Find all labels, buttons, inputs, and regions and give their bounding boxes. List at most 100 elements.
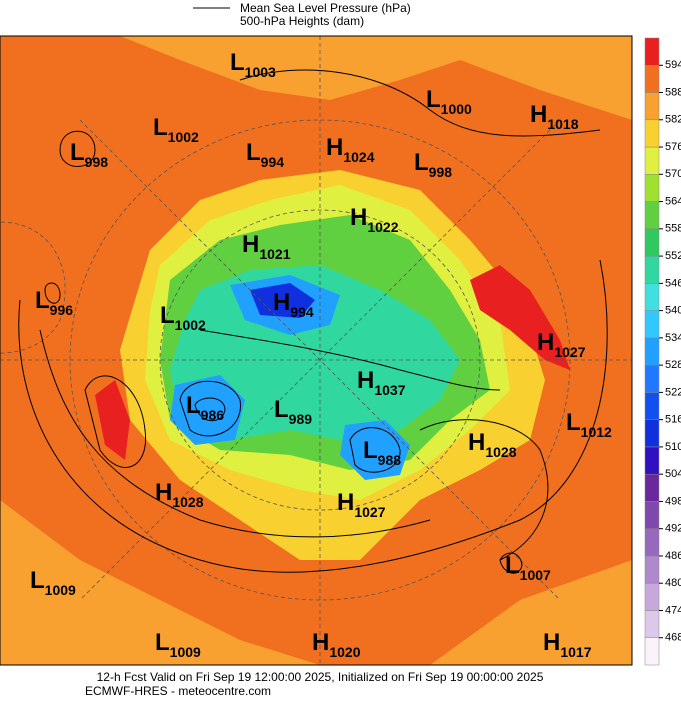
center-value: 1012 bbox=[581, 424, 612, 440]
center-value: 1027 bbox=[354, 504, 385, 520]
footer-text: 12-h Fcst Valid on Fri Sep 19 12:00:00 2… bbox=[97, 670, 544, 684]
center-letter: H bbox=[543, 629, 560, 656]
colorbar: 468 474 480 486 492 498 504 510 516 522 528 534 540 5… bbox=[644, 37, 681, 666]
pressure-center: L1009 bbox=[30, 567, 76, 598]
region bbox=[95, 265, 570, 460]
center-letter: H bbox=[537, 329, 554, 356]
colorbar-swatch bbox=[644, 255, 660, 284]
pressure-center: H1024 bbox=[326, 134, 375, 165]
colorbar-tick-label: 570 bbox=[665, 168, 681, 180]
colorbar-tick-label: 540 bbox=[665, 305, 681, 317]
legend-label: Mean Sea Level Pressure (hPa) bbox=[240, 1, 411, 15]
center-value: 1028 bbox=[172, 494, 203, 510]
map-border bbox=[0, 35, 633, 666]
center-value: 996 bbox=[50, 302, 74, 318]
pressure-center: L996 bbox=[35, 287, 73, 318]
colorbar-swatch bbox=[644, 392, 660, 420]
pressure-center: L986 bbox=[186, 392, 224, 423]
colorbar-tick-label: 468 bbox=[665, 632, 681, 644]
colorbar-swatch bbox=[644, 473, 660, 502]
pressure-center: L1007 bbox=[505, 552, 551, 583]
colorbar-swatch bbox=[644, 283, 660, 311]
center-value: 1037 bbox=[374, 382, 405, 398]
colorbar-swatch bbox=[644, 146, 660, 175]
center-letter: H bbox=[468, 429, 485, 456]
pressure-center: H1027 bbox=[337, 489, 386, 520]
center-value: 994 bbox=[290, 304, 314, 320]
colorbar-tick-label: 558 bbox=[665, 223, 681, 235]
colorbar-swatch bbox=[644, 555, 660, 584]
pressure-center: H994 bbox=[273, 289, 314, 320]
colorbar-swatch bbox=[644, 201, 660, 230]
colorbar-swatch bbox=[644, 528, 660, 557]
colorbar-swatch bbox=[644, 310, 660, 339]
center-letter: L bbox=[160, 302, 175, 329]
colorbar-swatch bbox=[644, 419, 660, 448]
colorbar-tick-label: 564 bbox=[665, 195, 681, 207]
center-letter: H bbox=[357, 367, 374, 394]
pressure-center: H1027 bbox=[537, 329, 586, 360]
colorbar-tick-label: 474 bbox=[665, 604, 681, 616]
center-value: 989 bbox=[289, 411, 313, 427]
colorbar-swatch bbox=[644, 37, 660, 66]
isobar bbox=[84, 375, 147, 468]
colorbar-swatch bbox=[644, 501, 660, 529]
colorbar-tick-label: 480 bbox=[665, 577, 681, 589]
pressure-center: L1012 bbox=[566, 409, 612, 440]
isobar bbox=[349, 427, 401, 473]
parallel bbox=[0, 221, 66, 354]
colorbar-tick-label: 504 bbox=[665, 468, 681, 480]
colorbar-tick-label: 498 bbox=[665, 495, 681, 507]
center-value: 988 bbox=[378, 452, 402, 468]
center-letter: H bbox=[155, 479, 172, 506]
center-letter: H bbox=[530, 101, 547, 128]
center-letter: L bbox=[414, 149, 429, 176]
colorbar-tick-label: 582 bbox=[665, 114, 681, 126]
center-letter: H bbox=[273, 289, 290, 316]
center-value: 1009 bbox=[45, 582, 76, 598]
center-letter: H bbox=[242, 231, 259, 258]
center-value: 1003 bbox=[245, 64, 276, 80]
center-letter: L bbox=[426, 86, 441, 113]
pressure-center: H1022 bbox=[350, 204, 399, 235]
pressure-center: L1003 bbox=[230, 49, 276, 80]
colorbar-swatch bbox=[644, 92, 660, 121]
colorbar-tick-label: 516 bbox=[665, 414, 681, 426]
region bbox=[0, 36, 632, 665]
isobar bbox=[199, 329, 501, 391]
pressure-center: H1020 bbox=[312, 629, 361, 660]
center-letter: H bbox=[350, 204, 367, 231]
center-letter: H bbox=[312, 629, 329, 656]
center-value: 998 bbox=[429, 164, 453, 180]
isobar bbox=[239, 69, 601, 137]
center-value: 994 bbox=[261, 154, 285, 170]
center-letter: L bbox=[30, 567, 45, 594]
center-value: 1000 bbox=[441, 101, 472, 117]
region bbox=[250, 283, 315, 318]
center-letter: H bbox=[326, 134, 343, 161]
pressure-center: L1000 bbox=[426, 86, 472, 117]
colorbar-swatch bbox=[644, 446, 660, 475]
colorbar-tick-label: 576 bbox=[665, 141, 681, 153]
pressure-center: L998 bbox=[70, 139, 108, 170]
pressure-center: L1002 bbox=[153, 114, 199, 145]
center-letter: L bbox=[363, 437, 378, 464]
pressure-center: L1002 bbox=[160, 302, 206, 333]
colorbar-swatch bbox=[644, 337, 660, 366]
center-letter: L bbox=[70, 139, 85, 166]
center-letter: L bbox=[246, 139, 261, 166]
colorbar-tick-label: 534 bbox=[665, 332, 681, 344]
center-letter: L bbox=[35, 287, 50, 314]
pressure-center: L989 bbox=[274, 396, 312, 427]
center-value: 1018 bbox=[547, 116, 578, 132]
center-value: 1009 bbox=[170, 644, 201, 660]
colorbar-tick-label: 546 bbox=[665, 277, 681, 289]
colorbar-swatch bbox=[644, 364, 660, 393]
legend-label: 500-hPa Heights (dam) bbox=[240, 14, 364, 28]
pressure-center: H1021 bbox=[242, 231, 291, 262]
center-letter: L bbox=[186, 392, 201, 419]
meridian bbox=[0, 36, 632, 665]
colorbar-tick-label: 522 bbox=[665, 386, 681, 398]
